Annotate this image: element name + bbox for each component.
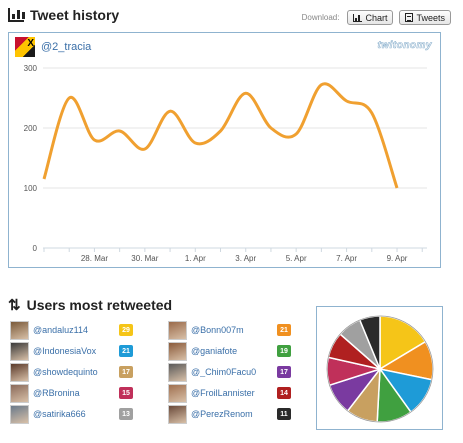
retweet-count-badge: 17 [277, 366, 291, 378]
retweet-count-badge: 19 [277, 345, 291, 357]
user-avatar[interactable] [168, 341, 187, 361]
download-chart-button[interactable]: Chart [347, 10, 394, 25]
user-handle-link[interactable]: @showdequinto [33, 367, 98, 377]
user-avatar[interactable] [10, 404, 29, 424]
user-avatar[interactable] [10, 383, 29, 403]
y-tick-label: 0 [33, 244, 38, 253]
user-avatar[interactable] [10, 341, 29, 361]
x-tick-label: 5. Apr [286, 254, 307, 263]
user-handle-link[interactable]: @satirika666 [33, 409, 86, 419]
x-tick-label: 7. Apr [336, 254, 357, 263]
user-handle[interactable]: @2_tracia [41, 41, 92, 53]
retweeted-user-row[interactable]: @showdequinto 17 [10, 362, 133, 382]
y-tick-label: 200 [24, 124, 38, 133]
retweet-count-badge: 17 [119, 366, 133, 378]
user-handle-link[interactable]: @IndonesiaVox [33, 346, 97, 356]
download-bar: Download: Chart Tweets [302, 10, 451, 25]
x-tick-label: 30. Mar [131, 254, 158, 263]
y-tick-label: 100 [24, 184, 38, 193]
x-tick-label: 1. Apr [185, 254, 206, 263]
user-handle-link[interactable]: @FroilLannister [191, 388, 255, 398]
tweet-history-line-chart: 0 100 200 300 28. Mar 30. Mar 1. Apr 3. Apr 5. A… [24, 64, 427, 263]
y-tick-label: 300 [24, 64, 38, 73]
x-tick-label: 28. Mar [81, 254, 108, 263]
download-label: Download: [301, 13, 340, 22]
user-handle-link[interactable]: @andaluz114 [33, 325, 89, 335]
retweet-count-badge: 15 [119, 387, 133, 399]
user-handle-link[interactable]: @ganiafote [191, 346, 238, 356]
retweet-count-badge: 29 [119, 324, 133, 336]
bar-chart-icon [8, 8, 25, 22]
retweet-count-badge: 21 [119, 345, 133, 357]
download-tweets-label: Tweets [416, 12, 445, 23]
user-avatar[interactable] [168, 362, 187, 382]
retweeted-user-row[interactable]: @ganiafote 19 [168, 341, 291, 361]
retweet-count-badge: 13 [119, 408, 133, 420]
retweeted-title: Users most retweeted [26, 297, 173, 313]
user-avatar[interactable] [168, 404, 187, 424]
download-chart-label: Chart [365, 12, 388, 23]
retweeted-user-row[interactable]: @FroilLannister 14 [168, 383, 291, 403]
document-icon [405, 13, 414, 22]
user-avatar[interactable] [15, 37, 35, 57]
retweeted-user-row[interactable]: @Bonn007m 21 [168, 320, 291, 340]
retweet-count-badge: 11 [277, 408, 291, 420]
user-handle-link[interactable]: @PerezRenom [191, 409, 253, 419]
brand-logo: twitonomy [377, 40, 432, 52]
retweet-count-badge: 14 [277, 387, 291, 399]
x-tick-label: 9. Apr [387, 254, 408, 263]
user-avatar[interactable] [168, 383, 187, 403]
retweeted-user-row[interactable]: @PerezRenom 11 [168, 404, 291, 424]
x-tick-label: 3. Apr [235, 254, 256, 263]
retweeted-user-row[interactable]: @IndonesiaVox 21 [10, 341, 133, 361]
retweet-count-badge: 21 [277, 324, 291, 336]
retweeted-header: ⇅ Users most retweeted [8, 297, 172, 313]
tweet-history-chart-panel: @2_tracia twitonomy 0 100 200 300 28. Mar 30.… [8, 32, 441, 268]
user-avatar[interactable] [168, 320, 187, 340]
user-handle-link[interactable]: @RBronina [33, 388, 80, 398]
user-handle-link[interactable]: @_Chim0Facu0 [191, 367, 257, 377]
chart-user: @2_tracia [15, 37, 91, 57]
retweet-icon: ⇅ [8, 296, 21, 314]
series-line[interactable] [42, 82, 399, 189]
user-handle-link[interactable]: @Bonn007m [191, 325, 244, 335]
retweeted-user-row[interactable]: @_Chim0Facu0 17 [168, 362, 291, 382]
retweeted-user-row[interactable]: @RBronina 15 [10, 383, 133, 403]
retweeted-user-row[interactable]: @andaluz114 29 [10, 320, 133, 340]
pie-outline [326, 315, 434, 423]
download-tweets-button[interactable]: Tweets [399, 10, 451, 25]
user-avatar[interactable] [10, 320, 29, 340]
retweeted-user-row[interactable]: @satirika666 13 [10, 404, 133, 424]
chart-icon [353, 13, 363, 22]
tweet-history-header: Tweet history [8, 7, 119, 23]
retweet-pie-chart [326, 315, 434, 423]
retweet-pie-panel [316, 306, 443, 430]
tweet-history-title: Tweet history [30, 7, 120, 23]
user-avatar[interactable] [10, 362, 29, 382]
